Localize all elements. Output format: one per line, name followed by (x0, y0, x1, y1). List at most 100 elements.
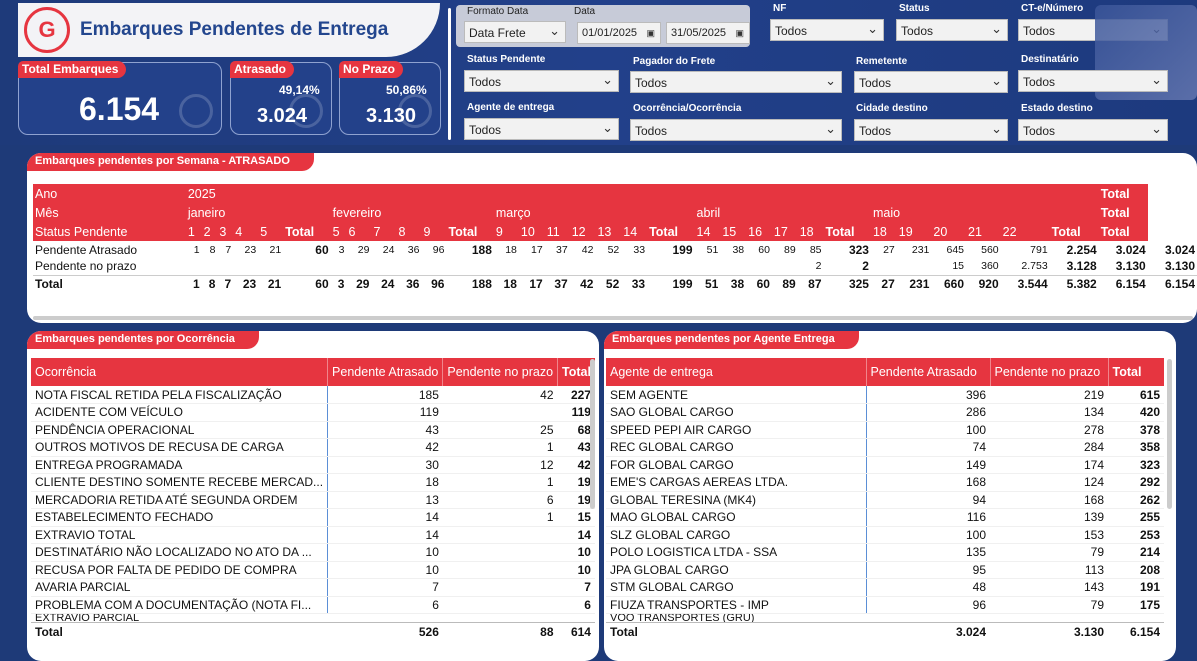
column-header[interactable]: Pendente no prazo (442, 358, 558, 386)
matrix-cell (331, 258, 347, 275)
table-row[interactable]: MERCADORIA RETIDA ATÉ SEGUNDA ORDEM 13 6 19 (31, 491, 595, 509)
table-row[interactable]: FIUZA TRANSPORTES - IMP 96 79 175 (606, 596, 1164, 614)
table-cell: 48 (865, 578, 990, 597)
matrix-row: Pendente Atrasado 1 8 7 23 21 60 3 29 24 36 96 188 18… (33, 241, 1197, 258)
pagador-select[interactable]: Todos ⌄ (630, 71, 842, 93)
table-header-row: Agente de entrega Pendente Atrasado Penden… (606, 358, 1164, 386)
table-row[interactable]: SAO GLOBAL CARGO 286 134 420 (606, 403, 1164, 422)
chevron-down-icon: ⌄ (991, 21, 1002, 36)
table-row[interactable]: CLIENTE DESTINO SOMENTE RECEBE MERCAD...… (31, 473, 595, 492)
row-label: EXTRAVIO PARCIAL (35, 613, 140, 623)
table-row[interactable]: PENDÊNCIA OPERACIONAL 43 25 68 (31, 421, 595, 439)
table-row[interactable]: SPEED PEPI AIR CARGO 100 278 378 (606, 421, 1164, 439)
ocorrencia-select[interactable]: Todos ⌄ (630, 119, 842, 141)
table-row[interactable]: REC GLOBAL CARGO 74 284 358 (606, 438, 1164, 457)
horizontal-scrollbar[interactable] (33, 316, 1193, 320)
matrix-cell: 188 (446, 274, 494, 292)
matrix-cell: 52 (607, 243, 620, 256)
table-row[interactable]: ENTREGA PROGRAMADA 30 12 42 (31, 456, 595, 474)
column-header[interactable]: Pendente Atrasado (865, 358, 990, 386)
matrix-cell: 15 (952, 260, 965, 273)
nf-select[interactable]: Todos ⌄ (770, 19, 884, 41)
column-header[interactable]: Pendente no prazo (989, 358, 1108, 386)
matrix-cell (545, 258, 570, 275)
month-header[interactable]: março (493, 203, 695, 222)
ocorrencia-value: Todos (635, 124, 668, 138)
status-pendente-select[interactable]: Todos ⌄ (464, 70, 619, 92)
destinatario-select[interactable]: Todos ⌄ (1018, 70, 1168, 92)
date-end-input[interactable]: 31/05/2025 ▣ (666, 22, 750, 44)
table-row[interactable]: DESTINATÁRIO NÃO LOCALIZADO NO ATO DA ..… (31, 543, 595, 562)
table-row[interactable]: OUTROS MOTIVOS DE RECUSA DE CARGA 42 1 43 (31, 438, 595, 457)
table-header-row: Ocorrência Pendente Atrasado Pendente no p… (31, 358, 595, 386)
table-row-partial: VOO TRANSPORTES (GRU) (606, 614, 1164, 623)
month-header[interactable]: maio (870, 203, 1099, 222)
column-header[interactable]: Total (1107, 358, 1164, 386)
vertical-scrollbar[interactable] (1167, 359, 1172, 509)
table-row[interactable]: ESTABELECIMENTO FECHADO 14 1 15 (31, 508, 595, 527)
matrix-cell: 23 (244, 243, 257, 256)
row-label: DESTINATÁRIO NÃO LOCALIZADO NO ATO DA ..… (31, 543, 328, 562)
watermark-logo-icon (179, 94, 213, 128)
row-label: MERCADORIA RETIDA ATÉ SEGUNDA ORDEM (31, 491, 328, 509)
month-header[interactable]: abril (694, 203, 871, 222)
week-header: 6 (346, 222, 372, 241)
table-row[interactable]: EME'S CARGAS AEREAS LTDA. 168 124 292 (606, 473, 1164, 492)
matrix-cell: 29 (357, 243, 370, 256)
table-cell (442, 561, 558, 579)
matrix-row: Total 1 8 7 23 21 60 3 29 24 36 96 188 18 17 37 42 52 33 19… (33, 274, 1197, 292)
status-select[interactable]: Todos ⌄ (896, 19, 1008, 41)
formato-select[interactable]: Data Frete ⌄ (464, 21, 566, 43)
agente-label: Agente de entrega (467, 102, 555, 113)
column-header[interactable]: Ocorrência (31, 358, 328, 386)
table-row[interactable]: MAO GLOBAL CARGO 116 139 255 (606, 508, 1164, 527)
month-header[interactable]: janeiro (185, 203, 331, 222)
matrix-cell: 38 (720, 274, 747, 292)
matrix-cell: 24 (371, 274, 397, 292)
calendar-icon[interactable]: ▣ (735, 28, 744, 38)
table-row[interactable]: AVARIA PARCIAL 7 7 (31, 578, 595, 597)
month-header[interactable]: fevereiro (330, 203, 494, 222)
table-row[interactable]: NOTA FISCAL RETIDA PELA FISCALIZAÇÃO 185 4… (31, 386, 595, 404)
remetente-select[interactable]: Todos ⌄ (854, 71, 1008, 93)
pagador-value: Todos (635, 76, 668, 90)
table-row[interactable]: ACIDENTE COM VEÍCULO 119 119 (31, 403, 595, 422)
column-header[interactable]: Agente de entrega (606, 358, 866, 386)
table-row[interactable]: JPA GLOBAL CARGO 95 113 208 (606, 561, 1164, 579)
grand-total-cell: 6.154 (1147, 274, 1197, 292)
matrix-cell: 38 (732, 243, 745, 256)
grand-total-header[interactable]: Total (1098, 184, 1148, 203)
vertical-scrollbar[interactable] (590, 359, 595, 509)
column-header[interactable]: Total (557, 358, 595, 386)
date-start-input[interactable]: 01/01/2025 ▣ (577, 22, 661, 44)
chevron-down-icon: ⌄ (602, 120, 613, 135)
table-cell: 1 (442, 473, 558, 492)
table-row[interactable]: RECUSA POR FALTA DE PEDIDO DE COMPRA 10 10 (31, 561, 595, 579)
agente-select[interactable]: Todos ⌄ (464, 118, 619, 140)
column-header[interactable]: Pendente Atrasado (327, 358, 443, 386)
cidade-select[interactable]: Todos ⌄ (854, 119, 1008, 141)
table-row[interactable]: EXTRAVIO TOTAL 14 14 (31, 526, 595, 544)
matrix-cell (258, 258, 283, 275)
table-cell: 6 (442, 491, 558, 509)
table-row[interactable]: POLO LOGISTICA LTDA - SSA 135 79 214 (606, 543, 1164, 562)
table-row[interactable]: SLZ GLOBAL CARGO 100 153 253 (606, 526, 1164, 544)
table-row[interactable]: PROBLEMA COM A DOCUMENTAÇÃO (NOTA FI... 6… (31, 596, 595, 614)
row-label: Pendente Atrasado (35, 242, 138, 257)
table-row[interactable]: GLOBAL TERESINA (MK4) 94 168 262 (606, 491, 1164, 509)
chevron-down-icon: ⌄ (1151, 121, 1162, 136)
table-row[interactable]: STM GLOBAL CARGO 48 143 191 (606, 578, 1164, 597)
total-cell: 3.130 (990, 622, 1108, 640)
table-row[interactable]: FOR GLOBAL CARGO 149 174 323 (606, 456, 1164, 474)
matrix-card: Embarques pendentes por Semana - ATRASAD… (27, 153, 1197, 323)
watermark-logo-icon (398, 94, 432, 128)
week-header: 20 (931, 222, 967, 241)
table-row[interactable]: SEM AGENTE 396 219 615 (606, 386, 1164, 404)
table-cell: 74 (865, 438, 990, 457)
row-label: SLZ GLOBAL CARGO (606, 526, 866, 544)
calendar-icon[interactable]: ▣ (646, 28, 655, 38)
estado-select[interactable]: Todos ⌄ (1018, 119, 1168, 141)
week-header: 11 (544, 222, 570, 241)
row-label: ESTABELECIMENTO FECHADO (31, 508, 328, 527)
total-cell: 3.024 (866, 622, 990, 640)
